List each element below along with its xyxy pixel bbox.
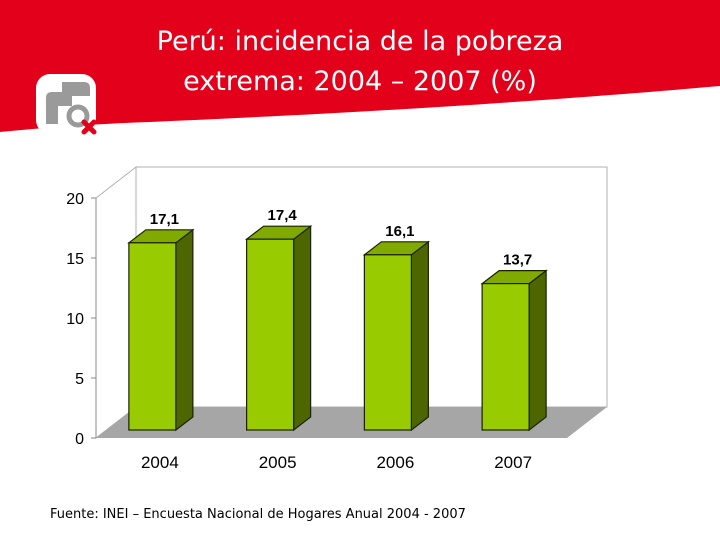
y-tick-label: 0 xyxy=(75,431,84,448)
bar-2007 xyxy=(481,283,530,431)
data-label-2006: 16,1 xyxy=(385,223,414,240)
y-tick-label: 10 xyxy=(66,311,84,328)
x-tick-label-2005: 2005 xyxy=(259,453,297,472)
slide-title-line-2: extrema: 2004 – 2007 (%) xyxy=(183,66,537,97)
bar-2004 xyxy=(128,242,177,431)
bar-chart: 0 5 10 15 20 17,1 2004 17,4 2005 16,1 2006 13,7 2007 xyxy=(66,165,608,472)
slide-title-line-1: Perú: incidencia de la pobreza xyxy=(156,26,564,57)
bar-2007-side xyxy=(528,269,547,432)
x-tick-label-2004: 2004 xyxy=(141,453,179,472)
gender-female-logo-icon xyxy=(36,74,97,135)
bar-2005 xyxy=(246,238,295,431)
bar-2004-side xyxy=(175,228,194,432)
header-red-band xyxy=(0,0,720,132)
header-band xyxy=(0,0,720,132)
x-tick-label-2007: 2007 xyxy=(494,453,532,472)
y-tick-label: 20 xyxy=(66,191,84,208)
x-tick-label-2006: 2006 xyxy=(376,453,414,472)
bar-2006 xyxy=(363,254,412,431)
source-note: Fuente: INEI – Encuesta Nacional de Hoga… xyxy=(50,507,466,522)
slide-title: Perú: incidencia de la pobreza extrema: … xyxy=(110,22,610,102)
chart-floor xyxy=(96,407,607,438)
bar-2006-side xyxy=(410,240,429,432)
y-tick-label: 5 xyxy=(75,371,84,388)
data-label-2007: 13,7 xyxy=(503,252,532,269)
y-tick-label: 15 xyxy=(66,251,84,268)
bar-2005-side xyxy=(293,224,312,432)
data-label-2004: 17,1 xyxy=(150,211,179,228)
data-label-2005: 17,4 xyxy=(268,207,298,224)
